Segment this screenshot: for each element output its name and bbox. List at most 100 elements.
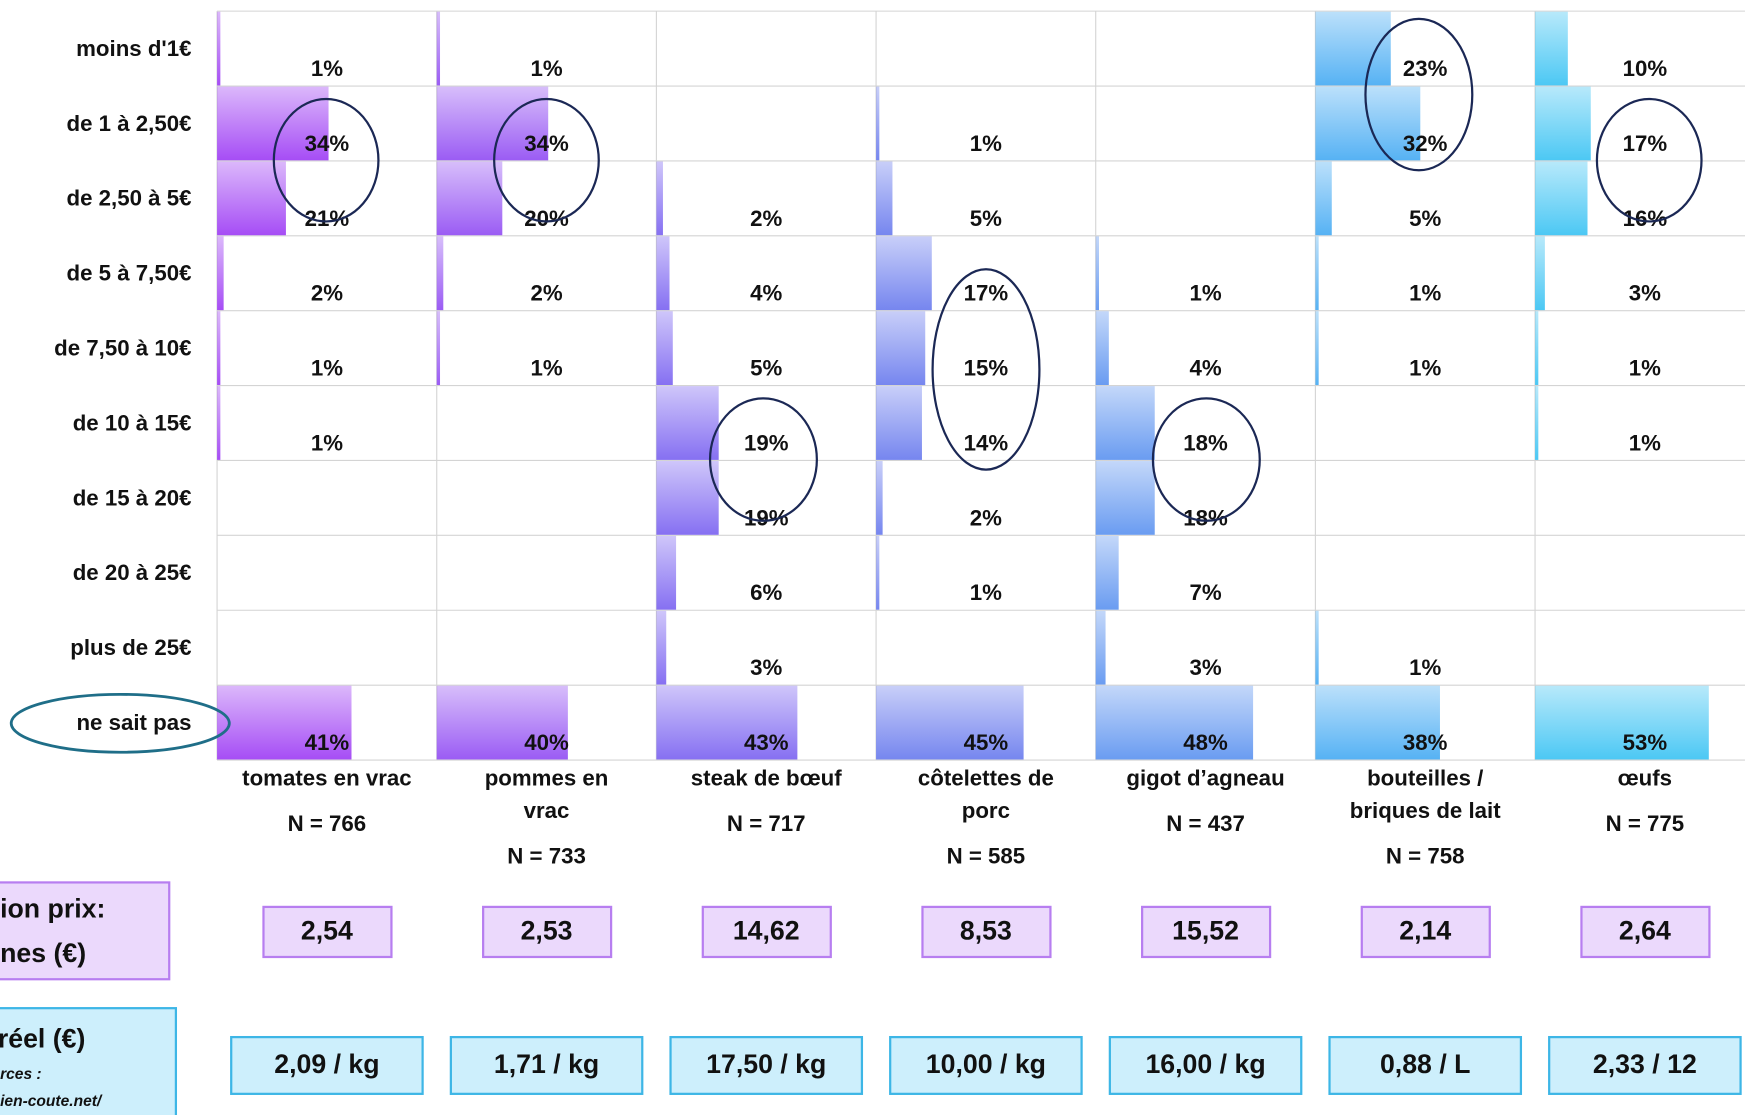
median-label: 2,54 (301, 916, 353, 946)
bar (656, 386, 719, 460)
value-label: 7% (1189, 580, 1221, 605)
price-label: 10,00 / kg (926, 1049, 1046, 1079)
value-label: 18% (1183, 430, 1228, 455)
row-label: de 7,50 à 10€ (54, 336, 191, 361)
value-label: 6% (750, 580, 782, 605)
value-label: 48% (1183, 730, 1228, 755)
bar (217, 685, 352, 760)
value-label: 41% (305, 730, 350, 755)
column-label: œufs N = 775 (1535, 763, 1745, 838)
bar (1095, 236, 1100, 311)
highlight-ellipse (1595, 97, 1703, 223)
bar (1095, 461, 1155, 535)
price-box (1548, 1035, 1742, 1095)
series-name: gigot d’agneau (1126, 766, 1285, 792)
median-header-box (0, 881, 171, 981)
bar (1315, 685, 1440, 760)
value-label: 1% (530, 356, 562, 381)
row-label: ne sait pas (76, 710, 191, 735)
bar (436, 161, 503, 236)
bar (876, 236, 932, 311)
row-label: de 2,50 à 5€ (67, 186, 192, 211)
bar (876, 86, 880, 161)
column-label: pommes en vrac N = 733 (485, 767, 609, 869)
median-label: 2,14 (1399, 916, 1451, 946)
price-box (449, 1035, 644, 1095)
median-header: nes (€) (0, 938, 86, 968)
highlight-ellipse (931, 268, 1041, 471)
value-label: 17% (1623, 131, 1668, 156)
column-label: côtelettes de porc N = 585 (917, 766, 1054, 870)
price-header-box (0, 1007, 178, 1115)
bar (1535, 685, 1709, 760)
bar (656, 610, 667, 685)
bar (1315, 610, 1319, 685)
value-label: 34% (524, 131, 569, 156)
row-label: moins d'1€ (76, 36, 191, 61)
value-label: 45% (964, 730, 1009, 755)
bar (436, 11, 441, 86)
bar (656, 535, 677, 610)
highlight-ellipse (9, 692, 231, 754)
median-box (1141, 905, 1272, 959)
bar (1535, 236, 1545, 311)
price-label: 2,33 / 12 (1593, 1049, 1697, 1079)
median-box (701, 905, 832, 959)
median-box (921, 905, 1052, 959)
row-label: de 20 à 25€ (73, 560, 192, 585)
series-name: tomates en vrac (242, 766, 412, 792)
median-header: ion prix: (0, 893, 105, 923)
value-label: 53% (1623, 730, 1668, 755)
value-label: 3% (1629, 281, 1661, 306)
sample-size: N = 437 (1166, 812, 1245, 837)
value-label: 1% (311, 56, 343, 81)
value-label: 32% (1403, 131, 1448, 156)
value-label: 1% (970, 131, 1002, 156)
column-label: gigot d’agneau N = 437 (1096, 763, 1316, 838)
bar (1315, 86, 1421, 161)
value-label: 1% (1189, 281, 1221, 306)
column-label: tomates en vrac N = 766 (242, 766, 412, 837)
bar (436, 685, 568, 760)
price-header: réel (€) (0, 1023, 85, 1053)
bar (1315, 236, 1319, 311)
price-box (669, 1035, 864, 1095)
bar (1095, 386, 1155, 460)
value-label: 1% (1409, 356, 1441, 381)
median-box (1580, 905, 1711, 959)
sample-size: N = 717 (726, 812, 806, 837)
bar (436, 311, 441, 386)
value-label: 2% (750, 206, 782, 231)
column-label: gigot d’agneau N = 437 (1096, 763, 1316, 838)
bar (876, 461, 883, 535)
value-label: 1% (530, 56, 562, 81)
highlight-ellipse (708, 397, 818, 522)
column-label: bouteilles / briques de lait N = 758 (1315, 763, 1535, 870)
series-name: œufs (1617, 766, 1673, 792)
highlight-ellipse (1364, 17, 1474, 172)
row-label: de 5 à 7,50€ (67, 261, 192, 286)
median-label: 15,52 (1172, 916, 1239, 946)
column-label: bouteilles / briques de lait N = 758 (1315, 763, 1535, 870)
series-name: côtelettes de porc (917, 766, 1054, 824)
column-label: œufs N = 775 (1535, 763, 1745, 838)
bar (1315, 311, 1319, 386)
price-box (1328, 1035, 1523, 1095)
bar (1535, 161, 1588, 236)
price-source: rces : (0, 1066, 42, 1083)
bar (656, 311, 673, 386)
price-label: 17,50 / kg (706, 1049, 826, 1079)
price-label: 16,00 / kg (1145, 1049, 1265, 1079)
price-source: ien-coute.net/ (0, 1093, 103, 1110)
price-label: 2,09 / kg (274, 1049, 379, 1079)
value-label: 1% (1629, 356, 1661, 381)
sample-size: N = 766 (287, 812, 367, 837)
value-label: 1% (311, 430, 343, 455)
bar (217, 386, 221, 460)
sample-size: N = 585 (946, 844, 1026, 870)
bar (1535, 311, 1539, 386)
value-label: 5% (1409, 206, 1441, 231)
price-box (1108, 1035, 1303, 1095)
